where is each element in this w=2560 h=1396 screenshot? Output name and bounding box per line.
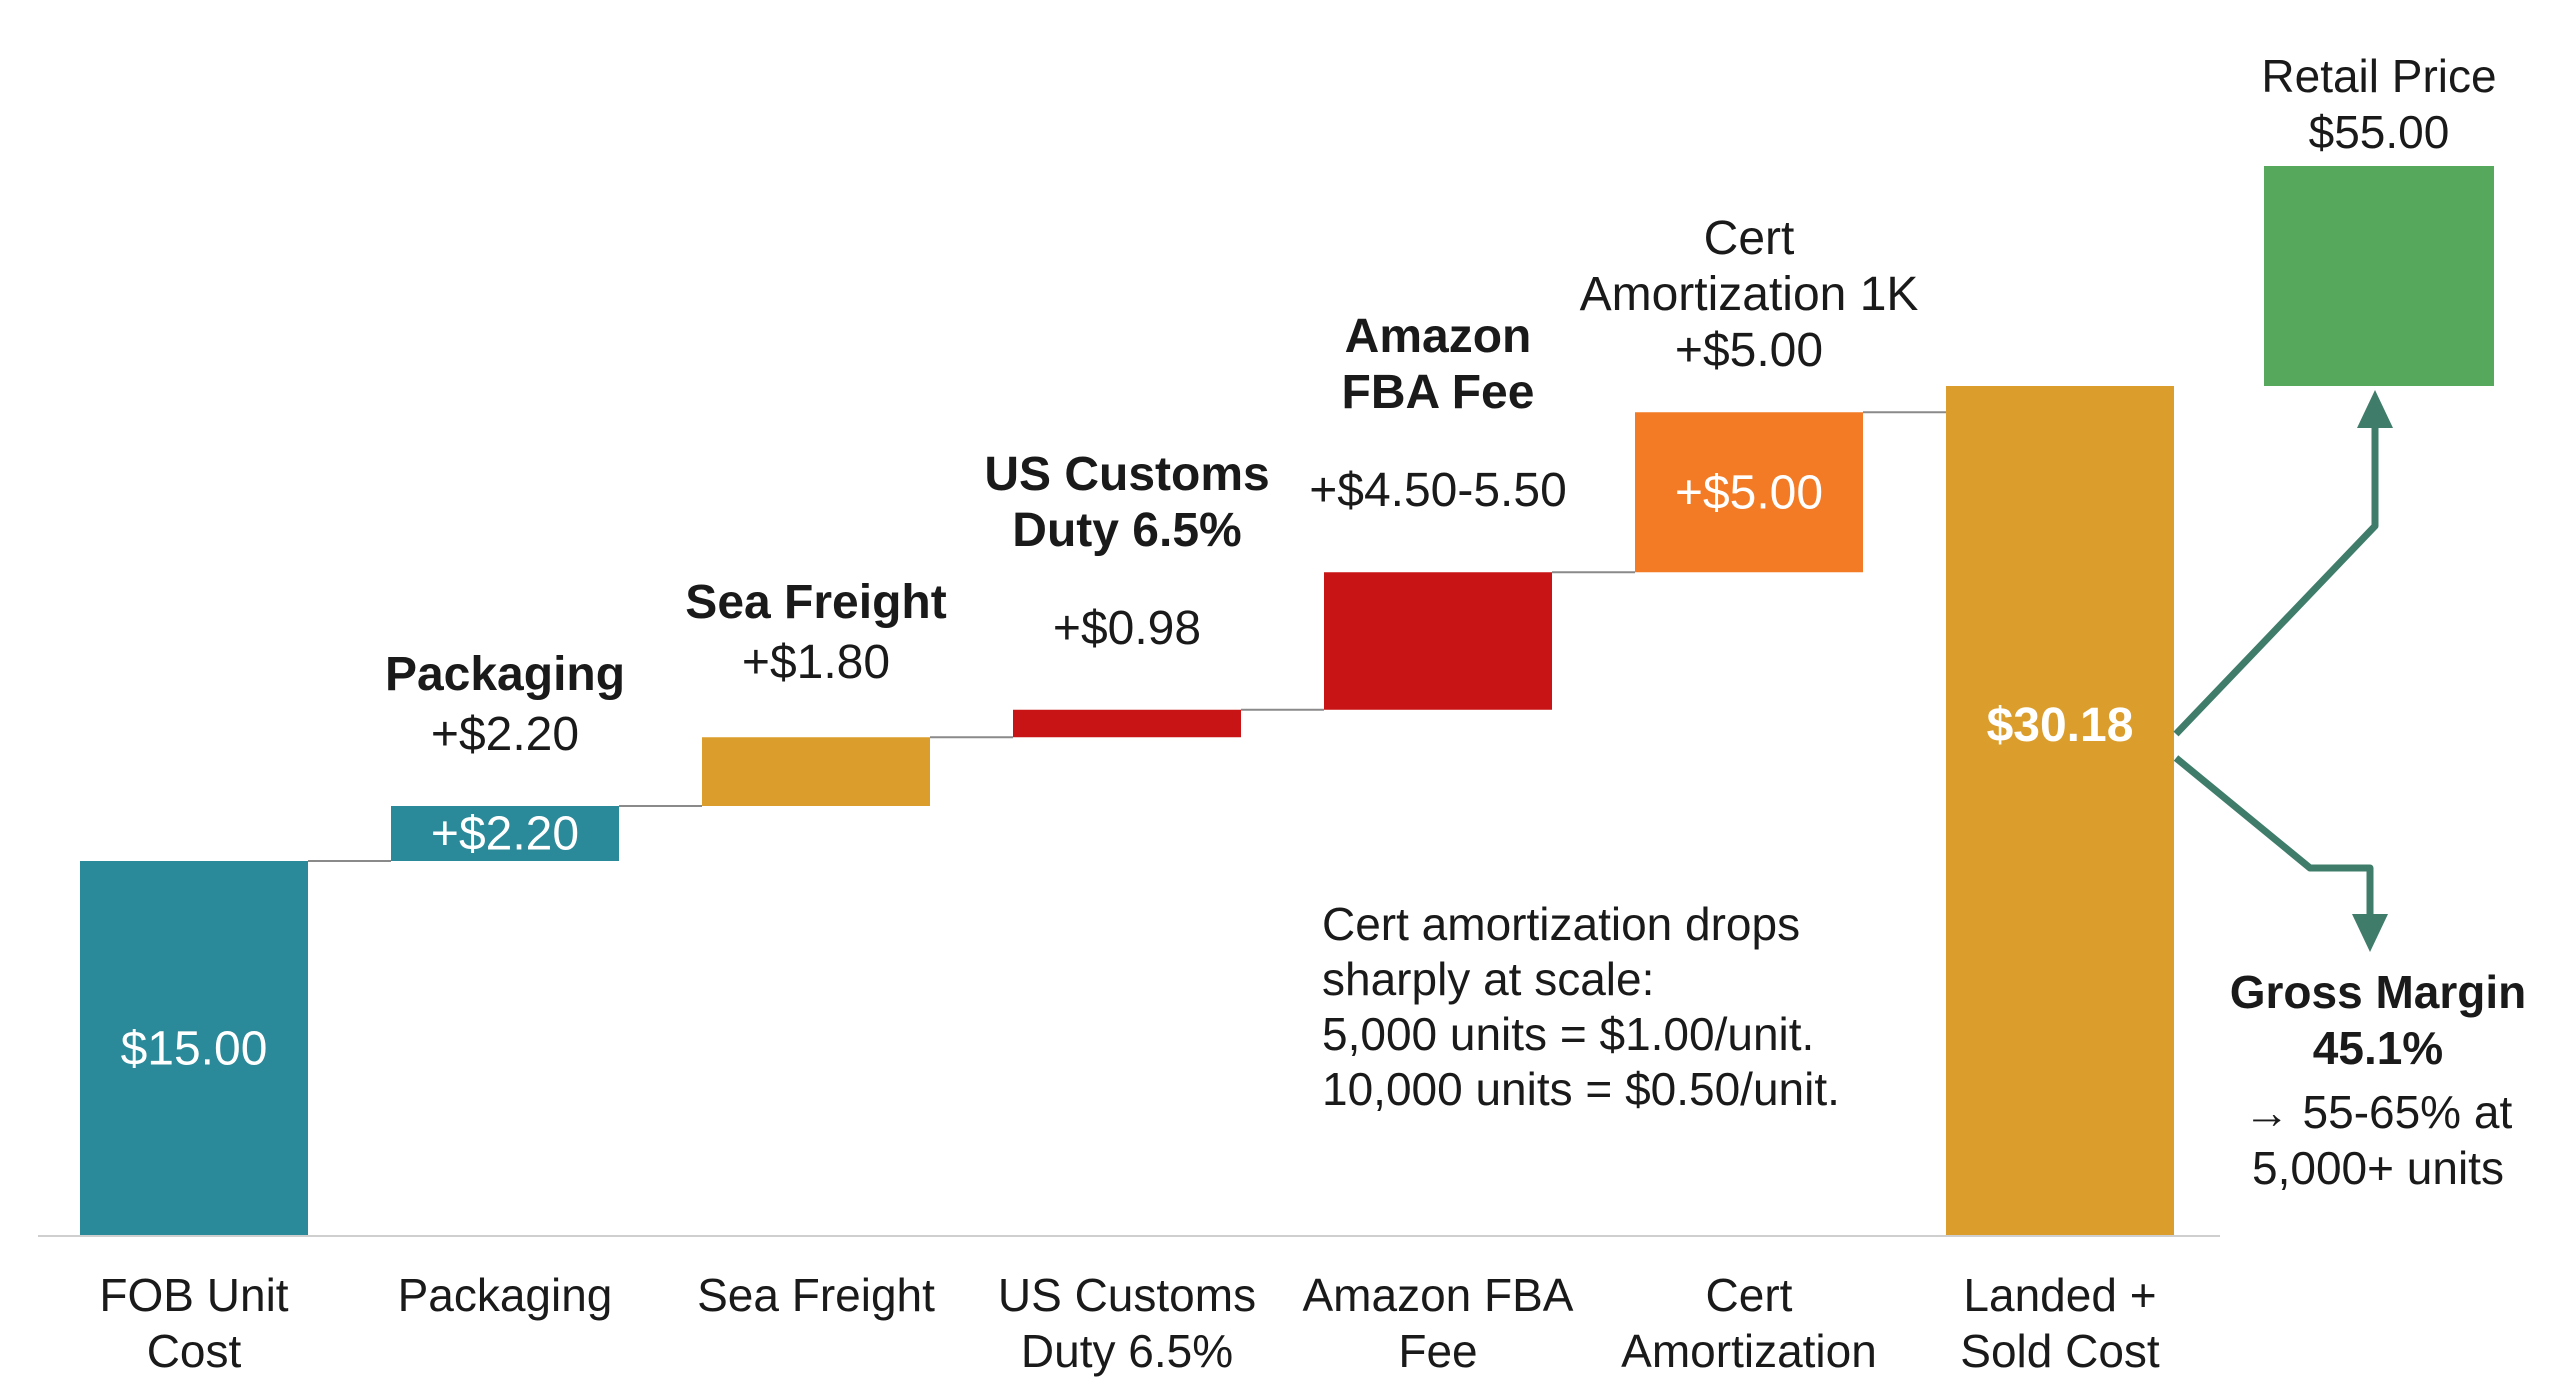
top-label-title-4: Amazon (1345, 310, 1532, 363)
top-label-title-5: Cert (1704, 212, 1795, 265)
category-label-0: FOB Unit (99, 1269, 288, 1321)
top-label-title-1: Packaging (385, 648, 625, 701)
category-label-4: Amazon FBA (1303, 1269, 1574, 1321)
top-label-value-3: +$0.98 (1053, 602, 1201, 655)
bar-inside-labels: $15.00 +$2.20 +$5.00 $30.18 (121, 466, 2134, 1075)
category-label-0-line-2: Cost (147, 1325, 242, 1377)
bar-4 (1324, 572, 1552, 710)
arrow-down-shaft (2173, 755, 2374, 920)
scale-annotation: Cert amortization drops sharply at scale… (1322, 898, 1840, 1115)
bar-3 (1013, 709, 1241, 738)
arrow-up-head (2357, 390, 2393, 428)
top-label-title-4-line-2: FBA Fee (1342, 366, 1535, 419)
top-label-title-2: Sea Freight (685, 576, 946, 629)
retail-price-bar (2264, 166, 2494, 386)
annotation-line-3: 5,000 units = $1.00/unit. (1322, 1008, 1814, 1060)
top-label-value-1: +$2.20 (431, 708, 579, 761)
gross-margin-value: 45.1% (2313, 1022, 2443, 1074)
gross-margin-note-line-2: 5,000+ units (2252, 1142, 2504, 1194)
top-label-value-5: +$5.00 (1675, 324, 1823, 377)
gross-margin-title: Gross Margin (2230, 966, 2527, 1018)
chart-bars (80, 386, 2174, 1236)
annotation-line-2: sharply at scale: (1322, 953, 1654, 1005)
bar-inside-label-0: $15.00 (121, 1023, 268, 1076)
bar-inside-label-1: +$2.20 (431, 808, 579, 861)
top-label-title-3: US Customs (984, 448, 1269, 501)
margin-arrows (2173, 390, 2393, 952)
bar-5 (1635, 412, 1863, 573)
arrow-down-head (2352, 914, 2388, 952)
connector-lines (308, 411, 1946, 862)
bar-1 (391, 806, 619, 861)
top-label-value-4: +$4.50-5.50 (1309, 464, 1567, 517)
gross-margin-note-line-1: → 55-65% at (2244, 1086, 2513, 1138)
annotation-line-1: Cert amortization drops (1322, 898, 1800, 950)
bar-0 (80, 861, 308, 1236)
bar-inside-label-6: $30.18 (1987, 699, 2134, 752)
retail-price-label: Retail Price (2261, 50, 2496, 102)
top-label-title-5-line-2: Amortization 1K (1580, 268, 1919, 321)
category-label-3-line-2: Duty 6.5% (1021, 1325, 1233, 1377)
category-label-1: Packaging (398, 1269, 613, 1321)
bar-inside-label-5: +$5.00 (1675, 466, 1823, 519)
retail-price-value: $55.00 (2309, 106, 2450, 158)
bar-6 (1946, 386, 2174, 1236)
retail-price-group: Retail Price $55.00 (2261, 50, 2497, 386)
arrow-up-shaft (2173, 420, 2379, 737)
top-label-title-3-line-2: Duty 6.5% (1012, 504, 1241, 557)
category-label-6-line-2: Sold Cost (1960, 1325, 2160, 1377)
top-label-value-2: +$1.80 (742, 636, 890, 689)
category-label-6: Landed + (1963, 1269, 2156, 1321)
bar-2 (702, 737, 930, 806)
category-label-5-line-2: Amortization (1621, 1325, 1877, 1377)
annotation-line-4: 10,000 units = $0.50/unit. (1322, 1063, 1840, 1115)
category-label-2: Sea Freight (697, 1269, 935, 1321)
gross-margin-callout: Gross Margin 45.1% → 55-65% at 5,000+ un… (2230, 966, 2527, 1194)
category-label-5: Cert (1706, 1269, 1793, 1321)
bar-top-labels: Packaging +$2.20 Sea Freight +$1.80 US Custo… (385, 212, 1918, 761)
category-label-3: US Customs (998, 1269, 1256, 1321)
category-label-4-line-2: Fee (1398, 1325, 1477, 1377)
